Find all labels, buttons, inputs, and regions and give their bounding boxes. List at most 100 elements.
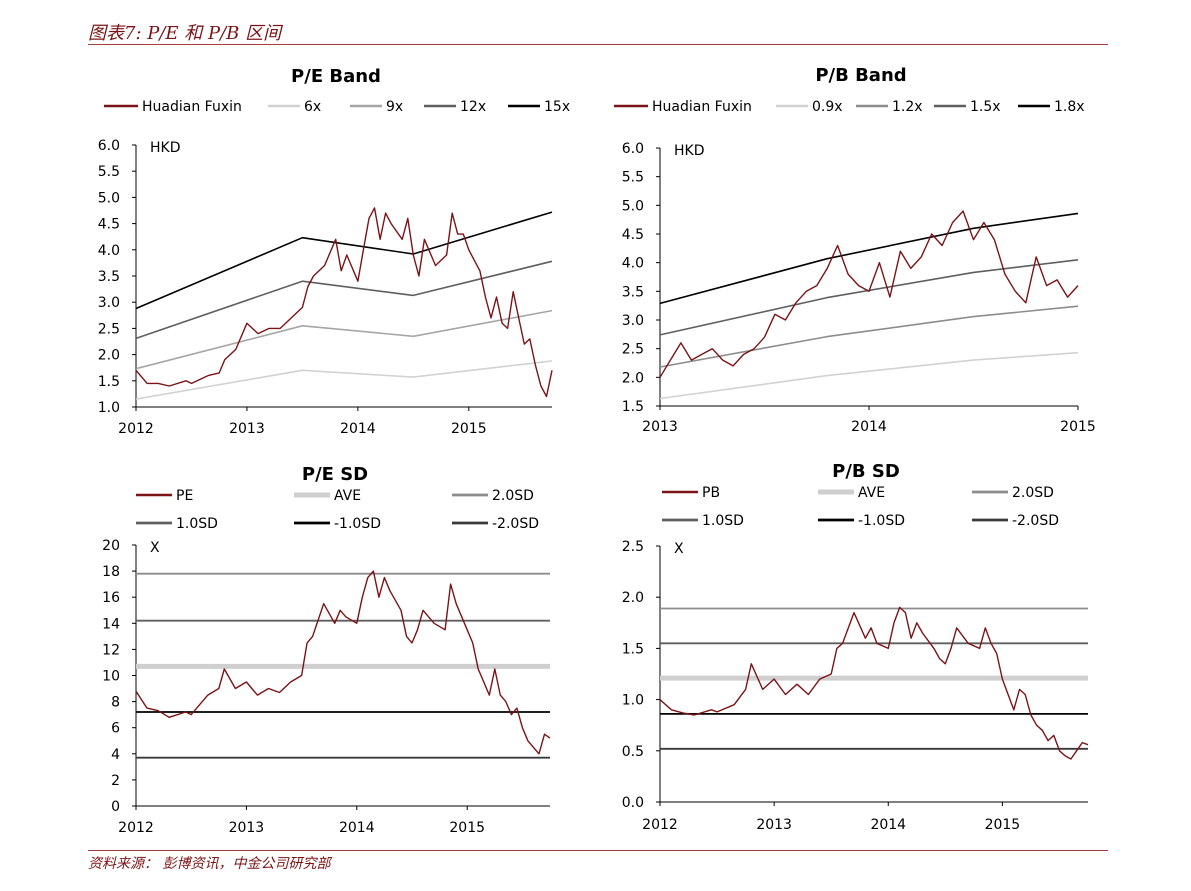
legend-label-15x: 15x — [544, 99, 570, 115]
y-tick-label: 1.5 — [98, 374, 120, 390]
y-tick-label: 20 — [102, 538, 120, 554]
y-tick-label: 1.0 — [622, 693, 644, 709]
series-line-huadian-fuxin — [135, 207, 553, 398]
y-tick-label: 3.0 — [98, 295, 120, 311]
y-tick-label: 1.5 — [622, 641, 644, 657]
legend-label-1p0sd: -1.0SD — [334, 516, 381, 532]
series-line-15x — [135, 211, 553, 310]
y-tick-label: 4.5 — [98, 217, 120, 233]
y-tick-label: 5.0 — [622, 198, 644, 214]
y-tick-label: 1.0 — [98, 400, 120, 416]
series-line-1p2x — [659, 305, 1079, 368]
y-tick-label: 2.0 — [622, 590, 644, 606]
chart-title: P/E SD — [302, 464, 368, 485]
series-line-huadian-fuxin — [659, 210, 1079, 378]
y-tick-label: 12 — [102, 642, 120, 658]
chart-panel-p-b-band: P/B Band Huadian Fuxin 0.9x 1.2x 1.5x 1.8x 1.5… — [614, 65, 1096, 435]
unit-label: HKD — [150, 140, 181, 156]
y-tick-label: 2.5 — [622, 342, 644, 358]
legend-label-1p8x: 1.8x — [1054, 99, 1085, 115]
y-tick-label: 2.0 — [622, 370, 644, 386]
y-tick-label: 4 — [111, 747, 120, 763]
y-tick-label: 5.5 — [622, 170, 644, 186]
legend-label-9x: 9x — [386, 99, 403, 115]
x-tick-label: 2013 — [229, 820, 265, 836]
x-tick-label: 2013 — [229, 421, 265, 437]
legend-label-ave: AVE — [334, 488, 361, 504]
y-tick-label: 3.0 — [622, 313, 644, 329]
legend-label-2p0sd: 2.0SD — [1012, 485, 1054, 501]
legend-label-1p5x: 1.5x — [970, 99, 1001, 115]
x-tick-label: 2014 — [340, 421, 376, 437]
y-tick-label: 0.5 — [622, 744, 644, 760]
y-tick-label: 4.0 — [98, 243, 120, 259]
x-tick-label: 2012 — [118, 820, 154, 836]
x-tick-label: 2014 — [851, 419, 887, 435]
chart-title: P/B SD — [832, 461, 900, 482]
legend-label-12x: 12x — [460, 99, 486, 115]
y-tick-label: 2.5 — [98, 321, 120, 337]
chart-panel-p-e-band: P/E Band Huadian Fuxin 6x 9x 12x 15x 1.0 1.5 2.0… — [98, 66, 570, 437]
bottom-rule — [88, 850, 1108, 851]
legend-label-6x: 6x — [304, 99, 321, 115]
series-line-pb — [659, 606, 1089, 760]
top-rule — [88, 44, 1108, 45]
y-tick-label: 6 — [111, 721, 120, 737]
x-tick-label: 2015 — [451, 421, 487, 437]
y-tick-label: 3.5 — [622, 284, 644, 300]
series-line-9x — [135, 309, 553, 370]
unit-label: X — [674, 541, 684, 557]
source-note: 资料来源： 彭博资讯，中金公司研究部 — [88, 856, 331, 872]
y-tick-label: 16 — [102, 590, 120, 606]
y-tick-label: 6.0 — [98, 138, 120, 154]
y-tick-label: 10 — [102, 669, 120, 685]
chart-title: P/B Band — [815, 65, 906, 86]
legend-label-2p0sd: -2.0SD — [1012, 513, 1059, 529]
figure-title: 图表7: P/E 和 P/B 区间 — [88, 23, 282, 44]
legend-label-1p0sd: 1.0SD — [176, 516, 218, 532]
y-tick-label: 2.5 — [622, 539, 644, 555]
chart-title: P/E Band — [291, 66, 381, 87]
x-tick-label: 2012 — [642, 817, 678, 833]
chart-panel-p-e-sd: P/E SD PE AVE 2.0SD 1.0SD -1.0SD -2.0SD 0 2 4 6 8 10… — [102, 464, 551, 836]
chart-panel-p-b-sd: P/B SD PB AVE 2.0SD 1.0SD -1.0SD -2.0SD 0.0 0.5 1… — [622, 461, 1089, 833]
legend-label-huadian-fuxin: Huadian Fuxin — [142, 99, 242, 115]
x-tick-label: 2015 — [985, 817, 1021, 833]
y-tick-label: 6.0 — [622, 141, 644, 157]
x-tick-label: 2013 — [756, 817, 792, 833]
legend-label-2p0sd: -2.0SD — [492, 516, 539, 532]
series-line-pe — [135, 570, 551, 755]
legend-label-0p9x: 0.9x — [812, 99, 843, 115]
y-tick-label: 0 — [111, 799, 120, 815]
y-tick-label: 18 — [102, 564, 120, 580]
y-tick-label: 2.0 — [98, 348, 120, 364]
y-tick-label: 14 — [102, 616, 120, 632]
legend-label-2p0sd: 2.0SD — [492, 488, 534, 504]
x-tick-label: 2012 — [118, 421, 154, 437]
unit-label: X — [150, 540, 160, 556]
y-tick-label: 2 — [111, 773, 120, 789]
y-tick-label: 3.5 — [98, 269, 120, 285]
y-tick-label: 1.5 — [622, 399, 644, 415]
y-tick-label: 5.5 — [98, 164, 120, 180]
x-tick-label: 2015 — [1060, 419, 1096, 435]
y-tick-label: 8 — [111, 695, 120, 711]
series-line-1p8x — [659, 212, 1079, 305]
y-tick-label: 4.5 — [622, 227, 644, 243]
y-tick-label: 4.0 — [622, 256, 644, 272]
x-tick-label: 2013 — [642, 419, 678, 435]
series-line-1p5x — [659, 259, 1079, 336]
x-tick-label: 2015 — [449, 820, 485, 836]
series-line-6x — [135, 360, 553, 400]
legend-label-1p2x: 1.2x — [892, 99, 923, 115]
legend-label-ave: AVE — [858, 485, 885, 501]
x-tick-label: 2014 — [870, 817, 906, 833]
x-tick-label: 2014 — [339, 820, 375, 836]
legend-label-pe: PE — [176, 488, 193, 504]
y-tick-label: 5.0 — [98, 190, 120, 206]
series-line-12x — [135, 260, 553, 340]
series-line-0p9x — [659, 351, 1079, 400]
unit-label: HKD — [674, 143, 705, 159]
legend-label-pb: PB — [702, 485, 720, 501]
